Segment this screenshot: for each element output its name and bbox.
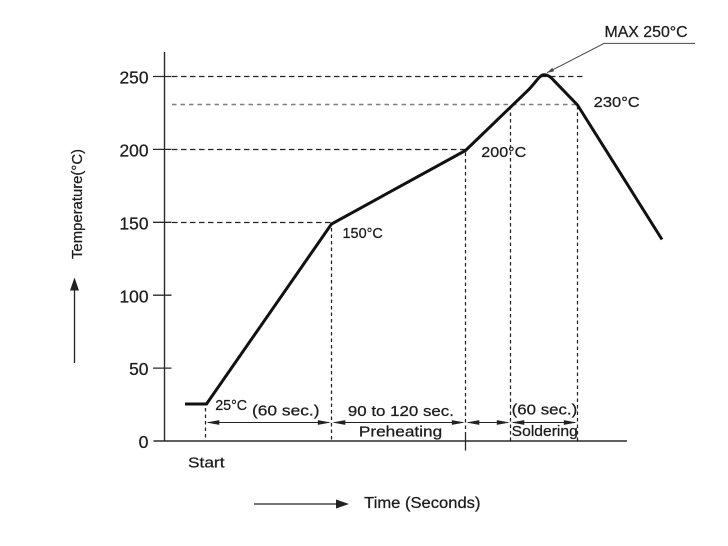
svg-text:(60 sec.): (60 sec.) — [512, 402, 578, 419]
svg-text:230°C: 230°C — [594, 94, 640, 111]
svg-text:50: 50 — [129, 359, 149, 379]
svg-text:Time (Seconds): Time (Seconds) — [364, 495, 480, 512]
svg-text:250: 250 — [120, 68, 149, 88]
svg-text:Soldering: Soldering — [512, 423, 578, 440]
svg-text:Temperature(°C): Temperature(°C) — [69, 149, 86, 259]
svg-text:0: 0 — [139, 432, 149, 452]
svg-text:150: 150 — [120, 213, 149, 233]
svg-text:90 to 120 sec.: 90 to 120 sec. — [348, 403, 454, 420]
svg-text:Preheating: Preheating — [359, 424, 442, 441]
svg-text:25°C: 25°C — [215, 397, 247, 414]
svg-text:150°C: 150°C — [343, 225, 383, 242]
svg-text:Start: Start — [188, 454, 225, 471]
svg-text:(60 sec.): (60 sec.) — [252, 402, 320, 419]
svg-text:100: 100 — [120, 286, 149, 306]
svg-text:200: 200 — [120, 141, 149, 161]
svg-text:MAX 250°C: MAX 250°C — [605, 24, 688, 41]
svg-text:200°C: 200°C — [481, 144, 526, 161]
